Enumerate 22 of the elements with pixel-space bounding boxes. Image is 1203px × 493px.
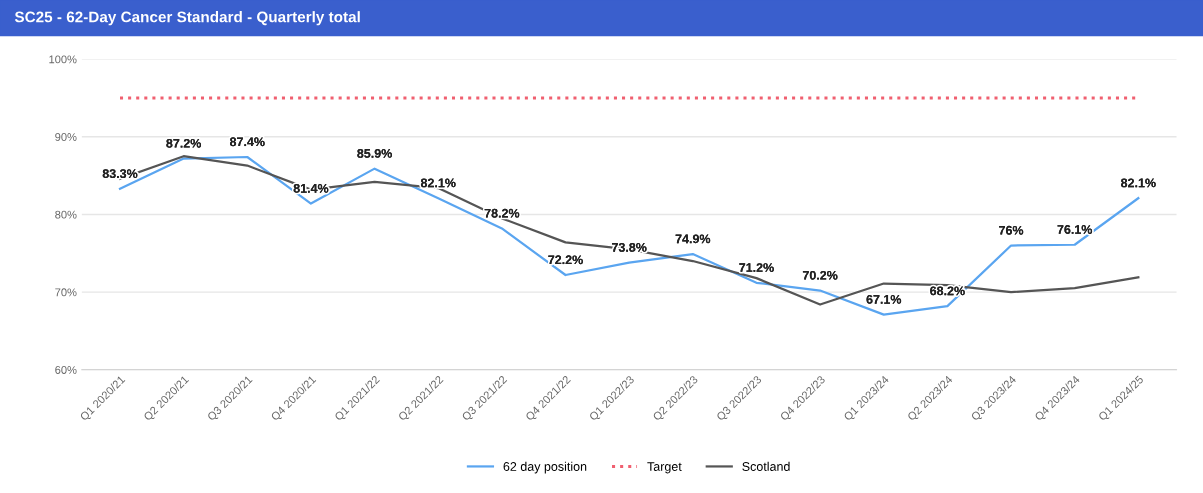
data-label: 83.3% xyxy=(102,169,138,179)
data-label: 71.2% xyxy=(739,263,774,272)
data-label: 87.2% xyxy=(166,138,202,148)
chart-title: SC25 - 62-Day Cancer Standard - Quarterly total xyxy=(14,11,360,26)
y-tick-label: 60% xyxy=(55,366,77,374)
y-tick-label: 80% xyxy=(55,210,77,219)
y-tick-label: 100% xyxy=(49,55,77,64)
data-label: 87.4% xyxy=(229,137,265,147)
y-tick-label: 70% xyxy=(55,288,77,297)
data-label: 72.2% xyxy=(548,255,583,265)
data-label: 82.1% xyxy=(420,178,456,188)
data-label: 76% xyxy=(999,225,1024,235)
data-label: 67.1% xyxy=(866,294,902,304)
legend-label: Scotland xyxy=(742,461,790,471)
legend-label: Target xyxy=(647,462,682,474)
data-label: 70.2% xyxy=(802,270,838,280)
data-label: 74.9% xyxy=(675,234,711,244)
y-tick-label: 90% xyxy=(55,133,77,141)
data-label: 85.9% xyxy=(357,148,392,158)
legend-label: 62 day position xyxy=(503,461,587,474)
data-label: 82.1% xyxy=(1121,178,1156,188)
data-label: 76.1% xyxy=(1057,225,1093,234)
